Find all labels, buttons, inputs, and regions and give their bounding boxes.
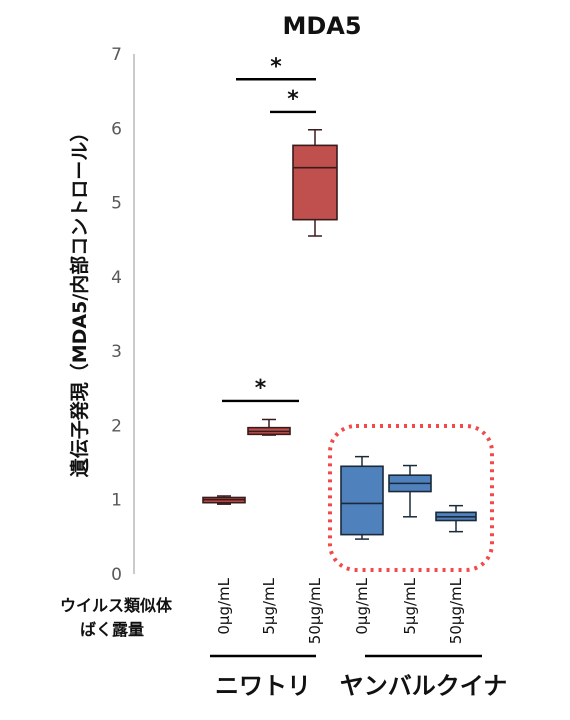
y-tick-label: 3	[111, 342, 122, 362]
y-tick-label: 7	[111, 45, 122, 65]
significance-marker: *	[255, 376, 267, 401]
y-tick-label: 2	[111, 416, 122, 436]
x-category-label: 0μg/mL	[353, 577, 371, 634]
box-0-2	[292, 129, 338, 237]
boxes-layer	[202, 129, 477, 540]
exposure-label-line-1: ウイルス類似体	[60, 596, 173, 615]
x-category-label: 0μg/mL	[215, 577, 233, 634]
y-axis: 0 1 2 3 4 5 6 7	[111, 45, 135, 585]
highlight-dashed-frame	[328, 424, 494, 572]
y-tick-label: 0	[111, 565, 122, 585]
group-labels: ニワトリ ヤンバルクイナ	[210, 654, 508, 700]
x-category-label: 5μg/mL	[401, 577, 419, 634]
y-tick-label: 1	[111, 491, 122, 511]
group-label: ヤンバルクイナ	[340, 672, 508, 700]
y-tick-label: 6	[111, 119, 122, 139]
x-category-label: 50μg/mL	[447, 577, 465, 644]
box-body	[340, 465, 384, 536]
significance-marker: *	[287, 87, 299, 112]
x-category-label: 5μg/mL	[260, 577, 278, 634]
box-0-1	[247, 418, 291, 436]
box-body	[292, 144, 338, 221]
box-1-0	[340, 455, 384, 540]
x-category-label: 50μg/mL	[306, 577, 324, 644]
significance-marker: *	[270, 54, 282, 79]
chart-title: MDA5	[282, 12, 361, 40]
exposure-label-line-2: ばく露量	[80, 620, 144, 639]
box-0-0	[202, 495, 246, 505]
y-tick-label: 5	[111, 194, 122, 214]
significance-layer: ***	[222, 54, 316, 403]
box-1-1	[388, 464, 432, 518]
box-1-2	[435, 504, 477, 533]
y-tick-label: 4	[111, 268, 122, 288]
y-axis-label: 遺伝子発現（MDA5/内部コントロール）	[68, 123, 91, 478]
x-category-labels: 0μg/mL 5μg/mL 50μg/mL 0μg/mL 5μg/mL 50μg/mL	[215, 577, 465, 644]
group-label: ニワトリ	[215, 672, 311, 700]
